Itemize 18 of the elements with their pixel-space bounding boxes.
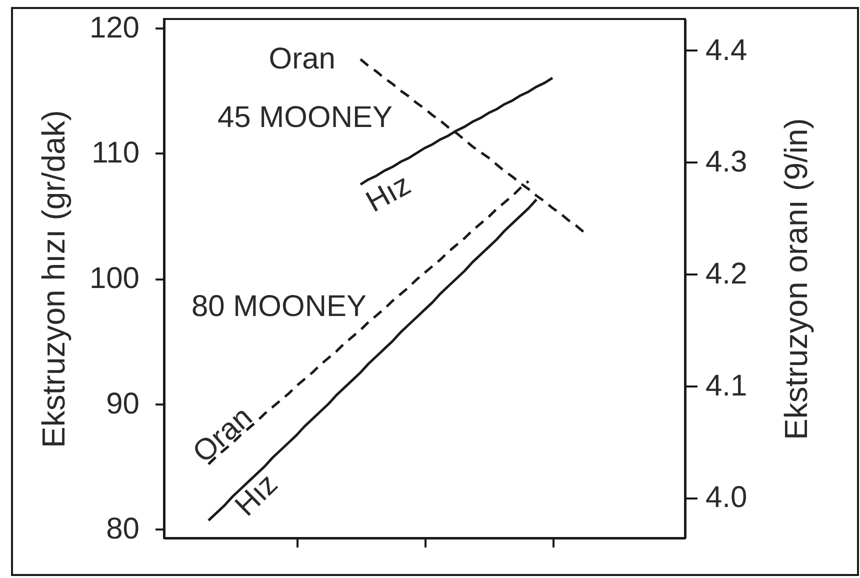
y2-tick-label: 4.2 — [706, 258, 748, 291]
annotation: 45 MOONEY — [217, 101, 393, 134]
y2-tick-label: 4.3 — [706, 146, 748, 179]
y-tick-label: 90 — [106, 387, 140, 420]
y2-tick-label: 4.1 — [706, 369, 748, 402]
y-tick-label: 120 — [89, 11, 140, 44]
y-tick-label: 110 — [92, 136, 140, 170]
y2-tick-label: 4.4 — [706, 34, 748, 67]
y-axis-title: Ekstruzyon hızı (gr/dak) — [35, 110, 72, 448]
text: Oran — [186, 400, 259, 470]
series-label: Oran — [268, 42, 336, 76]
y-tick-label: 100 — [89, 262, 140, 295]
y2-tick-label: 4.0 — [706, 481, 748, 514]
y2-axis-title: Ekstruzyon oranı (9/in) — [778, 118, 814, 440]
annotation: 80 MOONEY — [191, 290, 367, 323]
text: Hız — [360, 168, 416, 219]
y-tick-label: 80 — [106, 512, 140, 546]
text: Hız — [228, 468, 284, 523]
